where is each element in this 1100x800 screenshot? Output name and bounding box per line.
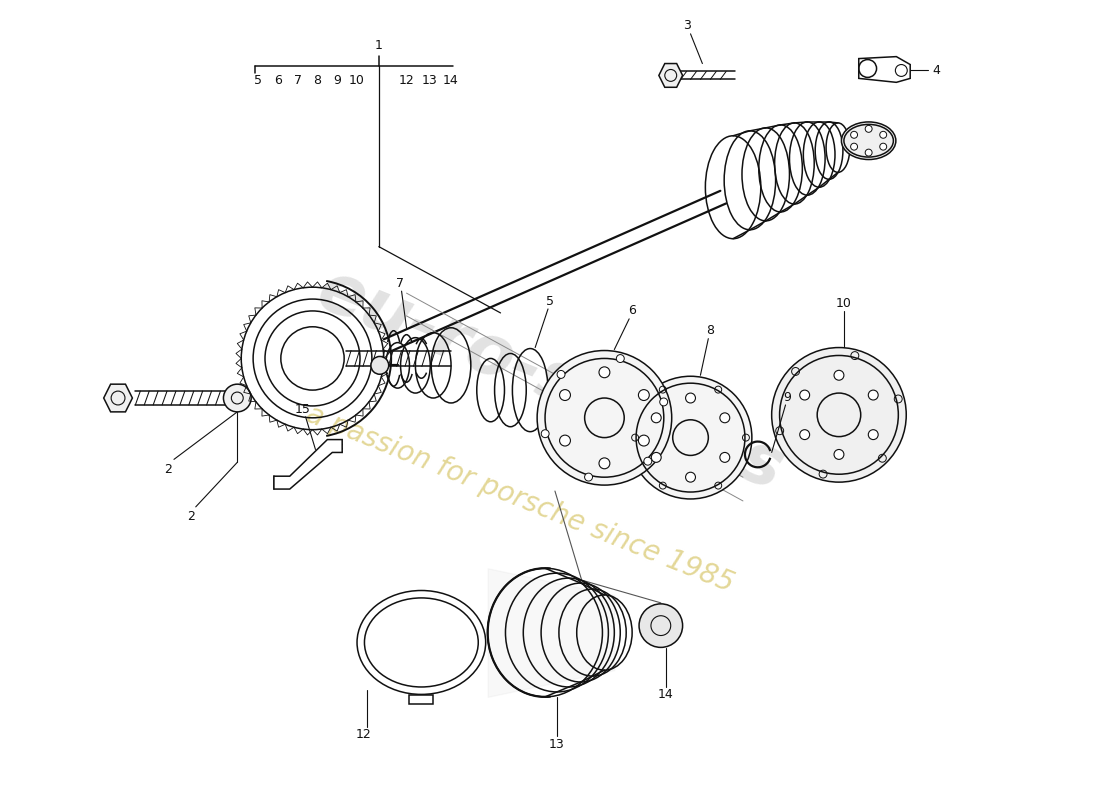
- Polygon shape: [659, 63, 683, 87]
- Polygon shape: [103, 384, 132, 412]
- Text: 6: 6: [274, 74, 282, 87]
- Polygon shape: [409, 695, 433, 704]
- Text: 15: 15: [295, 403, 310, 416]
- Circle shape: [834, 450, 844, 459]
- Text: 4: 4: [932, 64, 939, 77]
- Text: 5: 5: [254, 74, 262, 87]
- Circle shape: [560, 435, 571, 446]
- Circle shape: [772, 347, 906, 482]
- Circle shape: [868, 430, 878, 439]
- Circle shape: [880, 131, 887, 138]
- Text: 1: 1: [375, 39, 383, 52]
- Circle shape: [651, 413, 661, 422]
- Text: 2: 2: [187, 510, 195, 523]
- Circle shape: [557, 370, 565, 378]
- Circle shape: [850, 131, 858, 138]
- Circle shape: [880, 143, 887, 150]
- Text: 2: 2: [164, 462, 172, 476]
- Circle shape: [638, 435, 649, 446]
- Circle shape: [600, 367, 609, 378]
- Circle shape: [866, 149, 872, 156]
- Circle shape: [644, 458, 652, 465]
- Text: 13: 13: [549, 738, 564, 751]
- Circle shape: [866, 126, 872, 132]
- Text: 8: 8: [706, 324, 714, 338]
- Polygon shape: [859, 57, 910, 82]
- Circle shape: [600, 458, 609, 469]
- Text: 8: 8: [314, 74, 321, 87]
- Text: 7: 7: [396, 277, 404, 290]
- Circle shape: [719, 453, 729, 462]
- Text: 14: 14: [658, 688, 673, 702]
- Text: a passion for porsche since 1985: a passion for porsche since 1985: [302, 400, 738, 598]
- Circle shape: [371, 357, 388, 374]
- Circle shape: [719, 413, 729, 422]
- Text: 3: 3: [683, 19, 691, 33]
- Text: 6: 6: [628, 305, 636, 318]
- Circle shape: [629, 376, 752, 499]
- Text: 12: 12: [356, 728, 372, 741]
- Circle shape: [638, 390, 649, 401]
- Circle shape: [560, 390, 571, 401]
- Circle shape: [800, 430, 810, 439]
- Text: 13: 13: [421, 74, 437, 87]
- Circle shape: [537, 350, 672, 485]
- Text: 5: 5: [546, 294, 554, 307]
- Text: 9: 9: [783, 390, 791, 403]
- Circle shape: [616, 354, 625, 362]
- Text: 12: 12: [398, 74, 415, 87]
- Circle shape: [850, 143, 858, 150]
- Text: 9: 9: [333, 74, 341, 87]
- Text: eu-ro-spares: eu-ro-spares: [307, 256, 793, 504]
- Circle shape: [639, 604, 683, 647]
- Text: 10: 10: [836, 297, 851, 310]
- Polygon shape: [274, 439, 342, 489]
- Circle shape: [685, 393, 695, 403]
- Circle shape: [800, 390, 810, 400]
- Ellipse shape: [842, 122, 895, 159]
- Text: 14: 14: [443, 74, 459, 87]
- Text: 7: 7: [294, 74, 301, 87]
- Circle shape: [834, 370, 844, 380]
- Circle shape: [584, 473, 593, 481]
- Circle shape: [541, 430, 549, 438]
- Circle shape: [660, 398, 668, 406]
- Circle shape: [223, 384, 251, 412]
- Circle shape: [868, 390, 878, 400]
- Circle shape: [651, 453, 661, 462]
- Circle shape: [685, 472, 695, 482]
- Text: 10: 10: [349, 74, 365, 87]
